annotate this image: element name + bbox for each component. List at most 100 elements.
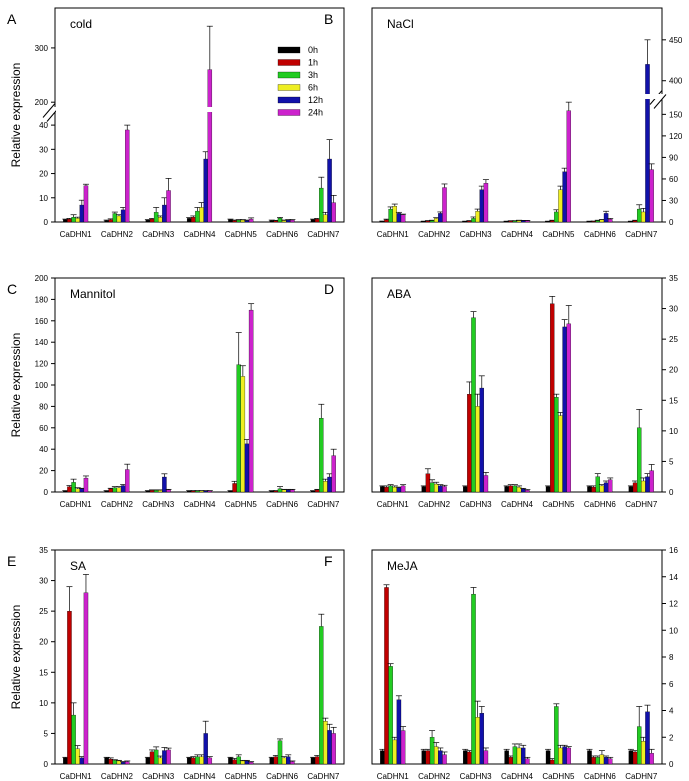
x-tick-label-A: CaDHN4	[183, 230, 216, 239]
bar-F-CaDHN3-6h	[475, 717, 480, 765]
bar-B-CaDHN5-6h	[558, 189, 563, 223]
bar-F-CaDHN5-12h	[562, 746, 567, 765]
y-tick-label-D: 20	[669, 366, 678, 375]
bar-E-CaDHN2-24h	[125, 761, 130, 765]
bar-A-CaDHN7-6h	[323, 214, 328, 223]
x-tick-label-A: CaDHN5	[225, 230, 258, 239]
y-tick-label-D: 35	[669, 274, 678, 283]
bar-A-CaDHN1-3h	[71, 217, 76, 223]
panel-frame-E	[54, 549, 345, 765]
bar-A-CaDHN6-6h	[281, 220, 287, 223]
x-tick-label-D: CaDHN6	[584, 500, 617, 509]
bar-B-CaDHN4-12h	[520, 220, 526, 223]
bar-B-CaDHN3-1h	[467, 220, 472, 223]
bar-A-CaDHN4-6h	[199, 207, 204, 223]
y-tick-label-E: 20	[39, 638, 48, 647]
bar-B-CaDHN1-3h	[388, 208, 393, 223]
x-tick-label-F: CaDHN7	[625, 772, 658, 781]
bar-F-CaDHN7-0h	[628, 750, 634, 765]
bar-C-CaDHN1-12h	[79, 488, 85, 493]
bar-A-CaDHN5-12h	[244, 220, 250, 223]
bar-C-CaDHN1-24h	[83, 477, 89, 493]
x-tick-label-C: CaDHN2	[101, 500, 134, 509]
bar-E-CaDHN6-3h	[277, 740, 283, 765]
bar-C-CaDHN5-24h	[248, 309, 254, 493]
bar-B-CaDHN5-1h	[549, 220, 555, 223]
bar-A-CaDHN7-1h	[314, 218, 320, 223]
bar-D-CaDHN5-24h	[566, 323, 572, 493]
x-tick-label-C: CaDHN6	[266, 500, 299, 509]
bar-A-CaDHN6-1h	[273, 220, 279, 223]
bar-E-CaDHN7-24h	[331, 733, 336, 765]
legend-swatch-3h	[277, 71, 301, 79]
bar-F-CaDHN5-1h	[549, 759, 555, 765]
panel-title-E: SA	[70, 559, 86, 573]
bar-C-CaDHN2-3h	[112, 487, 118, 493]
bar-E-CaDHN7-1h	[314, 756, 320, 765]
bar-D-CaDHN7-12h	[645, 476, 650, 493]
x-tick-label-F: CaDHN1	[377, 772, 410, 781]
panel-frame-D	[371, 277, 663, 493]
bar-C-CaDHN4-6h	[199, 490, 204, 493]
bar-D-CaDHN6-24h	[607, 479, 613, 493]
bar-C-CaDHN2-24h	[125, 469, 130, 493]
y-tick-label-C: 140	[35, 338, 49, 347]
bar-A-CaDHN4-1h	[191, 217, 196, 223]
bar-F-CaDHN5-0h	[545, 750, 551, 765]
y-tick-label-B: 150	[669, 110, 683, 119]
bar-C-CaDHN6-24h	[290, 489, 295, 493]
bar-D-CaDHN1-6h	[392, 486, 398, 493]
bar-A-CaDHN5-1h	[232, 220, 237, 223]
x-tick-label-E: CaDHN5	[225, 772, 258, 781]
y-tick-label-E: 0	[44, 760, 49, 769]
bar-C-CaDHN6-12h	[286, 489, 291, 493]
bar-F-CaDHN4-0h	[504, 750, 509, 765]
bar-E-CaDHN4-0h	[186, 757, 192, 765]
x-tick-label-D: CaDHN1	[377, 500, 410, 509]
y-tick-label-A: 200	[35, 98, 49, 107]
bar-C-CaDHN4-0h	[186, 490, 192, 493]
x-tick-label-D: CaDHN2	[418, 500, 451, 509]
bar-D-CaDHN2-6h	[433, 483, 439, 493]
bar-A-CaDHN6-0h	[269, 220, 274, 223]
y-tick-label-F: 2	[669, 733, 674, 742]
y-tick-label-D: 5	[669, 457, 674, 466]
bar-E-CaDHN2-3h	[112, 760, 118, 765]
bar-C-CaDHN7-1h	[314, 489, 320, 493]
bar-F-CaDHN4-24h	[525, 758, 530, 765]
panel-letter-D: D	[324, 281, 334, 297]
y-tick-label-F: 0	[669, 760, 674, 769]
bar-A-CaDHN7-3h	[319, 187, 324, 223]
y-tick-label-D: 10	[669, 427, 678, 436]
bar-B-CaDHN7-12h	[645, 64, 650, 223]
y-axis-label-C: Relative expression	[9, 333, 23, 438]
bar-B-CaDHN5-3h	[554, 211, 559, 223]
y-tick-label-D: 15	[669, 396, 678, 405]
bar-D-CaDHN6-6h	[599, 485, 605, 493]
y-tick-label-C: 40	[39, 445, 48, 454]
bar-E-CaDHN3-6h	[158, 757, 163, 765]
x-tick-label-C: CaDHN7	[307, 500, 340, 509]
bar-E-CaDHN3-1h	[149, 751, 155, 765]
y-tick-label-C: 60	[39, 424, 48, 433]
y-tick-label-B: 450	[669, 36, 683, 45]
axis-break-gap-A	[45, 107, 65, 112]
x-tick-label-C: CaDHN5	[225, 500, 258, 509]
x-tick-label-B: CaDHN3	[460, 230, 493, 239]
bar-C-CaDHN1-6h	[75, 488, 80, 493]
x-tick-label-F: CaDHN3	[460, 772, 493, 781]
x-tick-label-F: CaDHN5	[542, 772, 575, 781]
bar-D-CaDHN6-0h	[587, 486, 592, 493]
bar-F-CaDHN5-24h	[566, 747, 572, 765]
bar-B-CaDHN6-12h	[603, 213, 609, 223]
bar-E-CaDHN7-6h	[323, 721, 328, 765]
legend-swatch-0h	[277, 46, 301, 54]
bar-E-CaDHN4-3h	[195, 756, 200, 765]
bar-B-CaDHN2-3h	[429, 220, 435, 223]
bar-E-CaDHN1-0h	[63, 757, 68, 765]
bar-D-CaDHN5-1h	[549, 303, 555, 493]
bar-C-CaDHN2-1h	[108, 488, 113, 493]
bar-A-CaDHN4-24h	[207, 69, 213, 223]
y-tick-label-F: 8	[669, 653, 674, 662]
bar-E-CaDHN6-12h	[286, 756, 291, 765]
